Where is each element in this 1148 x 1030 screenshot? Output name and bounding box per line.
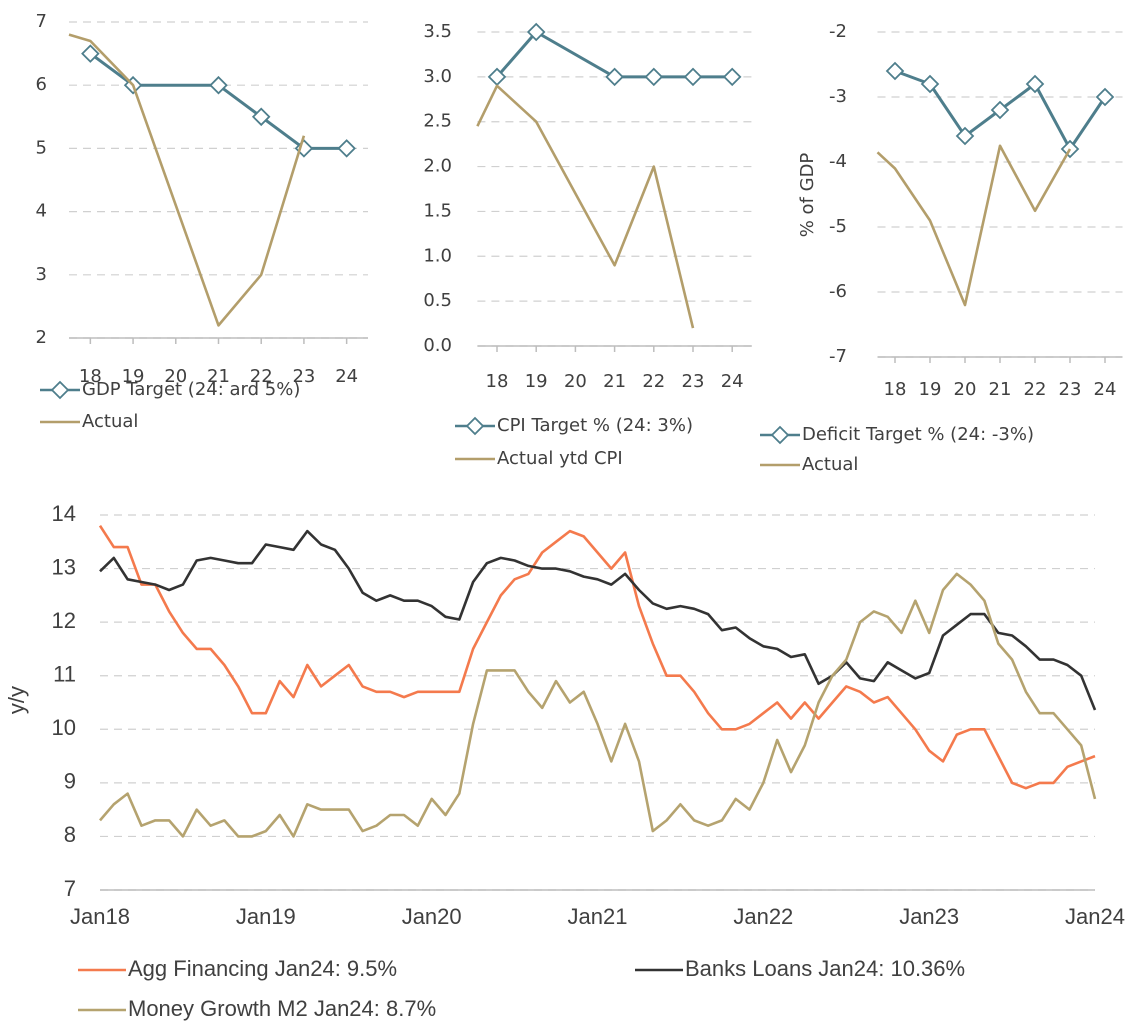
x-tick-label: Jan21 [568,904,628,929]
marker-diamond [1025,74,1045,94]
series-line [98,524,1096,790]
x-tick-label: 22 [250,366,273,387]
legend-label: Actual [802,454,858,475]
x-tick-label: 19 [919,379,942,400]
y-tick-label: 2.0 [423,156,452,177]
marker-diamond [1095,87,1115,107]
y-tick-label: 0.5 [423,290,452,311]
x-tick-label: 20 [164,366,187,387]
x-tick-label: 20 [954,379,977,400]
x-tick-label: 20 [564,371,587,392]
y-tick-label: 2 [36,327,47,348]
y-tick-label: -7 [829,346,847,367]
y-axis-label: % of GDP [797,153,818,238]
marker-diamond [644,67,664,87]
x-tick-label: Jan24 [1065,904,1125,929]
x-tick-label: 19 [122,366,145,387]
y-tick-label: 1.0 [423,245,452,266]
marker-diamond [337,139,356,158]
x-tick-label: 21 [603,371,626,392]
x-tick-label: Jan23 [899,904,959,929]
marker-diamond [920,74,940,94]
series-line [876,144,1072,307]
x-tick-label: Jan19 [236,904,296,929]
y-tick-label: -5 [829,216,847,237]
y-tick-label: -2 [829,21,847,42]
y-tick-label: 7 [64,876,76,901]
legend-label: Money Growth M2 Jan24: 8.7% [128,996,436,1021]
x-tick-label: Jan22 [733,904,793,929]
y-tick-label: 3.5 [423,21,452,42]
x-tick-label: Jan20 [402,904,462,929]
marker-diamond [770,425,790,445]
marker-diamond [526,22,546,42]
marker-diamond [955,126,975,146]
legend-label: Deficit Target % (24: -3%) [802,424,1034,445]
x-tick-label: 18 [884,379,907,400]
marker-diamond [885,61,905,81]
series-line [89,52,347,150]
marker-diamond [251,107,271,127]
x-tick-label: 21 [207,366,230,387]
y-tick-label: 3 [36,264,47,285]
legend-label: Agg Financing Jan24: 9.5% [128,956,397,981]
y-axis-label: y/y [4,686,29,714]
y-tick-label: 14 [52,501,76,526]
x-tick-label: 19 [525,371,548,392]
y-tick-label: 12 [52,608,76,633]
x-tick-label: 18 [486,371,509,392]
x-tick-label: 21 [989,379,1012,400]
x-tick-label: 24 [335,366,358,387]
y-tick-label: 3.0 [423,66,452,87]
x-tick-label: 18 [79,366,102,387]
x-tick-label: Jan18 [70,904,130,929]
y-tick-label: 11 [53,662,76,687]
legend-label: GDP Target (24: ard 5%) [82,379,300,400]
marker-diamond [605,67,624,87]
chart: 7 8 9 10 11 12 13 14 Jan18 Jan19 Jan20 Jan21 Jan22 Ja… [4,501,1125,1021]
marker-diamond [209,75,228,95]
y-tick-label: 9 [64,769,76,794]
y-tick-label: 8 [64,822,76,847]
marker-diamond [683,67,703,87]
marker-diamond [50,380,70,400]
series-line [68,33,306,327]
x-tick-label: 24 [1094,379,1117,400]
y-tick-label: 0.0 [423,335,452,356]
series-line [476,84,695,329]
y-tick-label: 1.5 [423,200,452,221]
legend-label: Actual [82,411,138,432]
legend-label: Actual ytd CPI [497,448,623,469]
y-tick-label: -4 [829,151,847,172]
x-tick-label: 23 [1059,379,1082,400]
x-tick-label: 24 [721,371,744,392]
x-tick-label: 22 [1024,379,1047,400]
marker-diamond [722,67,742,87]
y-tick-label: -3 [829,86,847,107]
y-tick-label: 6 [36,74,47,95]
x-tick-label: 22 [642,371,665,392]
marker-diamond [990,100,1010,120]
y-tick-label: 4 [36,201,47,222]
y-tick-label: 10 [52,715,76,740]
chart: -7 -6 -5 -4 -3 -2 18 19 20 21 22 23 24 % of GDP Defici… [760,21,1123,475]
x-tick-label: 23 [292,366,315,387]
legend-label: CPI Target % (24: 3%) [497,415,693,436]
chart-group-bottom: 7 8 9 10 11 12 13 14 Jan18 Jan19 Jan20 Jan21 Jan22 Ja… [4,501,1125,1021]
series-line [99,529,1097,711]
y-tick-label: 5 [36,137,47,158]
series-line [99,572,1097,838]
y-tick-label: 13 [52,554,76,579]
legend-label: Banks Loans Jan24: 10.36% [685,956,965,981]
chart: 0.0 0.5 1.0 1.5 2.0 2.5 3.0 3.5 18 19 20 21 22 23 24 CP… [423,21,752,469]
y-tick-label: -6 [829,281,847,302]
x-tick-label: 23 [682,371,705,392]
marker-diamond [81,44,100,63]
y-tick-label: 7 [36,11,47,32]
y-tick-label: 2.5 [423,111,452,132]
marker-diamond [465,416,485,436]
